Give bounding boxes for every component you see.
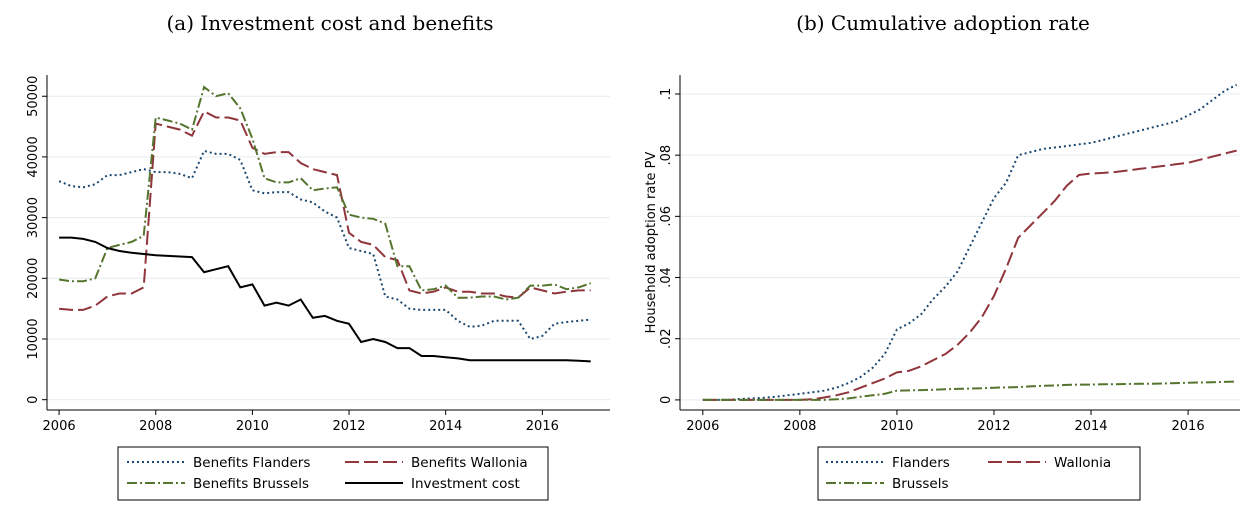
y-tick-label: 40000	[26, 136, 41, 177]
plot-area	[680, 75, 1240, 410]
legend-label: Benefits Wallonia	[411, 455, 528, 471]
x-tick-label: 2010	[880, 419, 913, 434]
legend-label: Investment cost	[411, 476, 520, 492]
series-line	[702, 149, 1237, 401]
x-tick-label: 2008	[783, 419, 816, 434]
y-tick-label: 30000	[26, 197, 41, 238]
x-tick-label: 2006	[43, 419, 76, 434]
chart-title: (a) Investment cost and benefits	[166, 11, 493, 35]
legend-label: Brussels	[892, 476, 949, 492]
series-line	[58, 85, 592, 301]
y-tick-label: .1	[659, 88, 674, 100]
x-tick-label: 2006	[686, 419, 719, 434]
y-tick-label: 50000	[26, 76, 41, 117]
x-tick-label: 2016	[1172, 419, 1205, 434]
legend-label: Benefits Flanders	[193, 455, 310, 471]
x-tick-label: 2010	[236, 419, 269, 434]
x-tick-label: 2014	[429, 419, 462, 434]
x-tick-label: 2008	[139, 419, 172, 434]
y-tick-label: 10000	[26, 318, 41, 359]
series-line	[58, 149, 591, 341]
legend-label: Flanders	[892, 455, 950, 471]
plot-area	[47, 75, 610, 410]
chart-title: (b) Cumulative adoption rate	[796, 11, 1090, 35]
legend-label: Wallonia	[1054, 455, 1111, 471]
series-line	[59, 110, 591, 311]
legend-label: Benefits Brussels	[193, 476, 309, 492]
x-tick-label: 2014	[1074, 419, 1107, 434]
x-tick-label: 2012	[977, 419, 1010, 434]
y-tick-label: 20000	[26, 258, 41, 299]
y-tick-label: 0	[26, 396, 41, 404]
y-tick-label: .04	[659, 267, 674, 288]
series-line	[59, 236, 591, 363]
x-tick-label: 2012	[332, 419, 365, 434]
y-tick-label: .06	[659, 206, 674, 227]
series-line	[702, 380, 1237, 401]
legend-box	[117, 446, 549, 501]
x-tick-label: 2016	[526, 419, 559, 434]
y-tick-label: .02	[659, 328, 674, 349]
legend-box	[817, 446, 1141, 501]
y-axis-label: Household adoption rate PV	[644, 152, 659, 334]
y-tick-label: .08	[659, 145, 674, 166]
y-tick-label: 0	[659, 396, 674, 404]
series-line	[702, 83, 1238, 401]
